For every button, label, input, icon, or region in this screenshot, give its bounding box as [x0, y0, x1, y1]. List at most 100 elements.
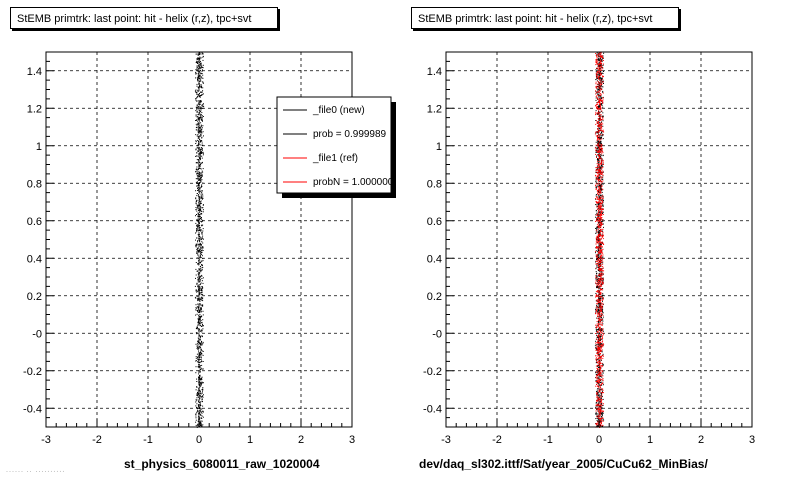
- data-point: [599, 238, 601, 240]
- data-point: [200, 140, 202, 142]
- data-point: [595, 153, 597, 155]
- data-point: [597, 388, 599, 390]
- x-tick-label: 1: [247, 434, 253, 446]
- data-point: [599, 140, 601, 142]
- data-point: [600, 241, 602, 243]
- data-point: [195, 419, 197, 421]
- data-point: [602, 314, 604, 316]
- data-point: [198, 216, 200, 218]
- data-point: [601, 165, 602, 167]
- data-point: [196, 183, 198, 184]
- data-point: [600, 176, 602, 178]
- data-point: [199, 413, 201, 415]
- x-tick-label: 2: [698, 434, 704, 446]
- data-point: [195, 141, 197, 143]
- data-point: [599, 256, 601, 258]
- data-point: [595, 214, 597, 216]
- data-point: [600, 411, 602, 413]
- data-point: [201, 207, 203, 209]
- data-point: [598, 198, 600, 200]
- data-point: [599, 246, 601, 248]
- data-point: [595, 271, 597, 273]
- data-point: [595, 254, 597, 256]
- data-point: [601, 403, 603, 405]
- data-point: [595, 53, 597, 54]
- data-point: [602, 204, 604, 206]
- y-tick-label: -0.2: [23, 366, 42, 378]
- data-point: [200, 67, 202, 69]
- data-point: [598, 136, 600, 138]
- data-point: [597, 344, 599, 346]
- data-point: [601, 314, 602, 316]
- data-point: [202, 325, 204, 327]
- data-point: [596, 228, 598, 230]
- data-point: [595, 97, 597, 99]
- data-point: [201, 382, 203, 384]
- data-point: [199, 376, 201, 378]
- data-point: [198, 405, 200, 407]
- data-point: [599, 60, 601, 62]
- data-point: [199, 244, 201, 245]
- data-point: [198, 247, 200, 249]
- data-point: [602, 60, 604, 61]
- data-point: [598, 347, 600, 349]
- data-point: [202, 247, 204, 249]
- data-point: [196, 386, 198, 388]
- data-point: [599, 338, 601, 340]
- data-point: [198, 94, 200, 96]
- data-point: [198, 153, 200, 155]
- data-point: [602, 81, 604, 83]
- data-point: [202, 387, 204, 389]
- data-point: [600, 182, 602, 184]
- data-point: [597, 362, 599, 364]
- data-point: [601, 341, 603, 343]
- data-point: [597, 303, 598, 305]
- y-tick-label: 0.6: [27, 216, 42, 228]
- data-point: [595, 183, 597, 185]
- data-point: [596, 254, 598, 256]
- data-point: [601, 282, 603, 284]
- data-point: [595, 201, 597, 202]
- x-tick-label: -3: [41, 434, 51, 446]
- data-point: [598, 221, 600, 223]
- data-point: [195, 297, 197, 299]
- data-point: [598, 274, 600, 275]
- data-point: [596, 178, 598, 180]
- data-point: [195, 134, 197, 136]
- data-point: [601, 181, 603, 183]
- data-point: [599, 330, 601, 332]
- data-point: [197, 225, 199, 227]
- data-point: [197, 263, 198, 265]
- data-point: [599, 351, 601, 353]
- data-point: [600, 285, 601, 287]
- data-point: [600, 172, 602, 174]
- data-point: [200, 119, 202, 121]
- data-point: [601, 64, 603, 66]
- data-point: [600, 85, 602, 86]
- data-point: [595, 347, 597, 349]
- data-point: [597, 86, 598, 87]
- data-point: [601, 163, 603, 165]
- data-point: [598, 337, 600, 339]
- data-point: [598, 398, 600, 400]
- data-point: [600, 73, 602, 75]
- data-point: [602, 115, 604, 117]
- data-point: [599, 418, 600, 420]
- data-point: [195, 91, 197, 93]
- data-point: [200, 404, 202, 406]
- data-point: [198, 387, 200, 389]
- data-point: [602, 354, 604, 356]
- data-point: [202, 368, 204, 370]
- data-point: [200, 230, 202, 231]
- data-point: [598, 343, 600, 345]
- data-point: [600, 242, 602, 244]
- data-point: [598, 171, 600, 172]
- data-point: [201, 147, 203, 149]
- data-point: [197, 188, 199, 189]
- data-point: [599, 286, 601, 288]
- data-point: [199, 369, 201, 371]
- data-point: [201, 381, 203, 383]
- data-point: [201, 425, 203, 427]
- data-point: [598, 223, 600, 225]
- data-point: [598, 156, 600, 158]
